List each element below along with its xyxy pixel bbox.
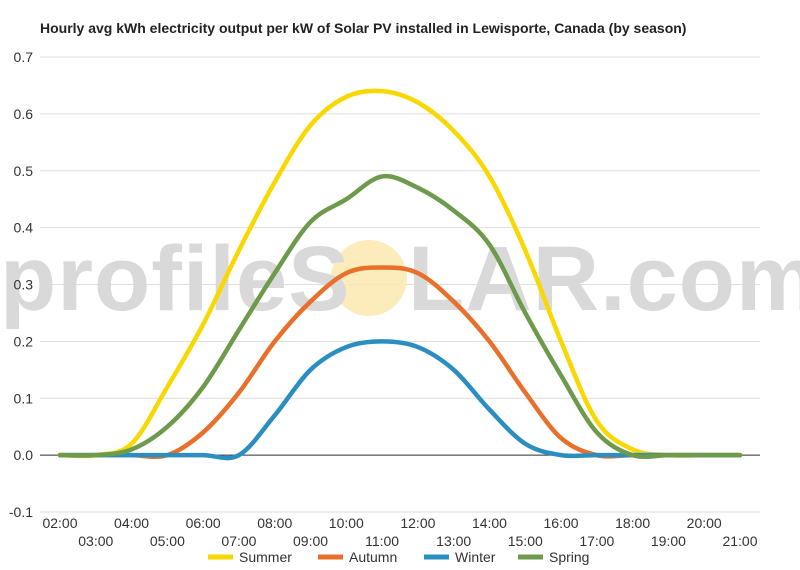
x-tick-label: 11:00 bbox=[365, 533, 399, 549]
y-tick-label: 0.3 bbox=[14, 277, 34, 293]
y-tick-label: 0.4 bbox=[14, 220, 34, 236]
y-tick-label: 0.1 bbox=[14, 390, 34, 406]
x-tick-label: 20:00 bbox=[687, 515, 722, 531]
watermark-text-right: LAR.com bbox=[408, 228, 800, 330]
y-tick-label: 0.7 bbox=[14, 49, 34, 65]
series-lines bbox=[57, 88, 743, 461]
legend-label-spring: Spring bbox=[549, 549, 589, 565]
x-tick-label: 21:00 bbox=[722, 533, 757, 549]
watermark-sun-logo bbox=[331, 240, 407, 316]
x-tick-label: 12:00 bbox=[400, 515, 435, 531]
x-tick-label: 14:00 bbox=[472, 515, 507, 531]
legend-label-autumn: Autumn bbox=[349, 549, 397, 565]
series-line-summer bbox=[57, 88, 743, 459]
x-tick-label: 17:00 bbox=[579, 533, 614, 549]
y-axis-ticks: -0.1 0.0 0.1 0.2 0.3 0.4 0.5 0.6 0.7 bbox=[9, 49, 33, 520]
x-axis-ticks: 02:0003:0004:0005:0006:0007:0008:0009:00… bbox=[42, 515, 757, 549]
series-line-spring bbox=[57, 173, 743, 460]
x-tick-label: 08:00 bbox=[257, 515, 292, 531]
x-tick-label: 06:00 bbox=[186, 515, 221, 531]
x-tick-label: 05:00 bbox=[150, 533, 185, 549]
x-tick-label: 10:00 bbox=[329, 515, 364, 531]
y-tick-label: 0.6 bbox=[14, 106, 34, 122]
x-tick-label: 13:00 bbox=[436, 533, 471, 549]
legend: Summer Autumn Winter Spring bbox=[208, 549, 589, 565]
x-tick-label: 07:00 bbox=[221, 533, 256, 549]
y-tick-label: -0.1 bbox=[9, 504, 33, 520]
x-tick-label: 04:00 bbox=[114, 515, 149, 531]
x-tick-label: 02:00 bbox=[42, 515, 77, 531]
x-tick-label: 09:00 bbox=[293, 533, 328, 549]
y-tick-label: 0.0 bbox=[14, 447, 34, 463]
legend-label-winter: Winter bbox=[455, 549, 496, 565]
legend-label-summer: Summer bbox=[239, 549, 292, 565]
watermark: profileS LAR.com bbox=[0, 228, 800, 330]
x-tick-label: 16:00 bbox=[544, 515, 579, 531]
x-tick-label: 19:00 bbox=[651, 533, 686, 549]
y-tick-label: 0.5 bbox=[14, 163, 34, 179]
x-tick-label: 03:00 bbox=[78, 533, 113, 549]
y-tick-label: 0.2 bbox=[14, 333, 34, 349]
x-tick-label: 18:00 bbox=[615, 515, 650, 531]
chart-title: Hourly avg kWh electricity output per kW… bbox=[40, 20, 686, 36]
x-tick-label: 15:00 bbox=[508, 533, 543, 549]
